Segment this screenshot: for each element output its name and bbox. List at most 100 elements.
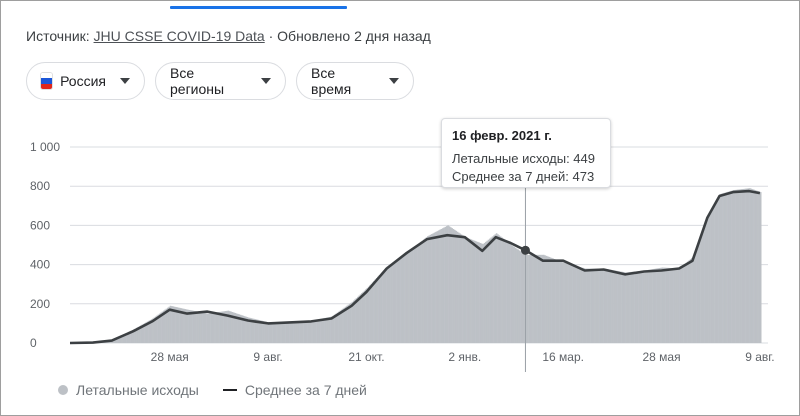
death-bar: [250, 318, 253, 343]
legend-average-swatch: [222, 389, 237, 391]
death-bar: [336, 312, 339, 343]
death-bar: [317, 319, 320, 343]
death-bar: [652, 269, 654, 343]
death-bar: [276, 322, 278, 343]
death-bar: [470, 239, 472, 343]
death-bar: [664, 267, 666, 343]
death-bar: [343, 307, 346, 343]
y-tick-label: 800: [30, 179, 50, 193]
death-bar: [545, 255, 548, 343]
death-bar: [423, 239, 425, 343]
death-bar: [447, 225, 449, 343]
country-filter[interactable]: Россия: [26, 62, 145, 100]
death-bar: [556, 260, 559, 343]
death-bar: [497, 234, 499, 343]
death-bar: [165, 308, 168, 343]
death-bar: [183, 308, 185, 343]
death-bar: [278, 321, 281, 343]
source-link[interactable]: JHU CSSE COVID-19 Data: [93, 28, 265, 44]
death-bar: [304, 320, 307, 343]
death-bar: [513, 246, 515, 343]
x-tick-label: 2 янв.: [448, 350, 481, 364]
death-bar: [296, 321, 298, 343]
death-bar: [443, 227, 445, 343]
death-bar: [137, 326, 139, 343]
death-bar: [377, 276, 379, 343]
death-bar: [653, 268, 656, 343]
death-bar: [739, 189, 742, 343]
death-bar: [727, 191, 730, 343]
death-bar: [352, 300, 355, 343]
death-bar: [489, 238, 491, 343]
death-bar: [114, 338, 117, 343]
death-bar: [623, 272, 626, 343]
death-bar: [560, 261, 563, 343]
average-line: [69, 189, 761, 345]
death-bar: [245, 316, 247, 343]
x-axis-labels: 28 мая 9 авг. 21 окт. 2 янв. 16 мар. 28 мая 9 …: [151, 350, 775, 364]
death-bar: [338, 311, 340, 343]
country-filter-label: Россия: [60, 73, 106, 89]
death-bar: [188, 309, 191, 343]
death-bar: [218, 312, 220, 343]
source-prefix: Источник:: [26, 28, 90, 44]
death-bar: [378, 275, 381, 343]
death-bar: [480, 243, 483, 343]
death-bar: [522, 253, 525, 343]
death-bar: [670, 268, 673, 343]
russia-flag-icon: [41, 73, 53, 89]
death-bar: [354, 299, 356, 343]
death-bar: [732, 190, 735, 343]
death-bar: [462, 235, 464, 343]
death-bar: [650, 269, 653, 343]
region-filter[interactable]: Все регионы: [155, 62, 286, 100]
death-bar: [586, 268, 588, 343]
death-bar: [357, 296, 359, 343]
death-bar: [704, 224, 707, 343]
death-bar: [210, 313, 212, 343]
death-bar: [677, 268, 680, 343]
legend-average-label: Среднее за 7 дней: [244, 382, 367, 398]
death-bar: [331, 316, 334, 343]
death-bar: [214, 312, 216, 343]
death-bar: [607, 269, 610, 343]
death-bar: [242, 315, 245, 343]
death-bar: [753, 189, 755, 343]
death-bar: [565, 263, 568, 343]
death-bar: [505, 240, 507, 343]
death-bar: [133, 329, 135, 343]
death-bar: [424, 238, 426, 343]
death-bar: [627, 272, 630, 343]
death-bar: [344, 306, 347, 343]
death-bar: [599, 268, 602, 343]
death-bar: [631, 271, 634, 343]
death-bar: [367, 286, 370, 343]
death-bar: [602, 268, 604, 343]
death-bar: [757, 191, 759, 343]
death-bar: [173, 306, 176, 343]
death-bar: [154, 316, 157, 343]
death-bar: [703, 228, 705, 343]
death-bar: [548, 256, 550, 343]
death-bar: [459, 233, 462, 343]
death-bar: [326, 317, 328, 343]
death-bar: [730, 190, 732, 343]
death-bar: [683, 264, 685, 343]
death-bar: [211, 313, 214, 343]
death-bar: [125, 333, 127, 343]
death-bar: [720, 193, 723, 343]
death-bar: [731, 190, 734, 343]
death-bar: [284, 321, 286, 343]
death-bar: [156, 315, 158, 343]
updated-text: · Обновлено 2 дня назад: [268, 28, 431, 44]
death-bar: [160, 312, 162, 343]
death-bar: [687, 261, 689, 343]
death-bar: [715, 201, 718, 343]
death-bar: [685, 262, 688, 343]
death-bar: [646, 270, 649, 343]
death-bar: [555, 259, 557, 343]
death-bar: [117, 337, 119, 343]
death-bar: [603, 268, 606, 343]
time-filter[interactable]: Все время: [296, 62, 414, 100]
